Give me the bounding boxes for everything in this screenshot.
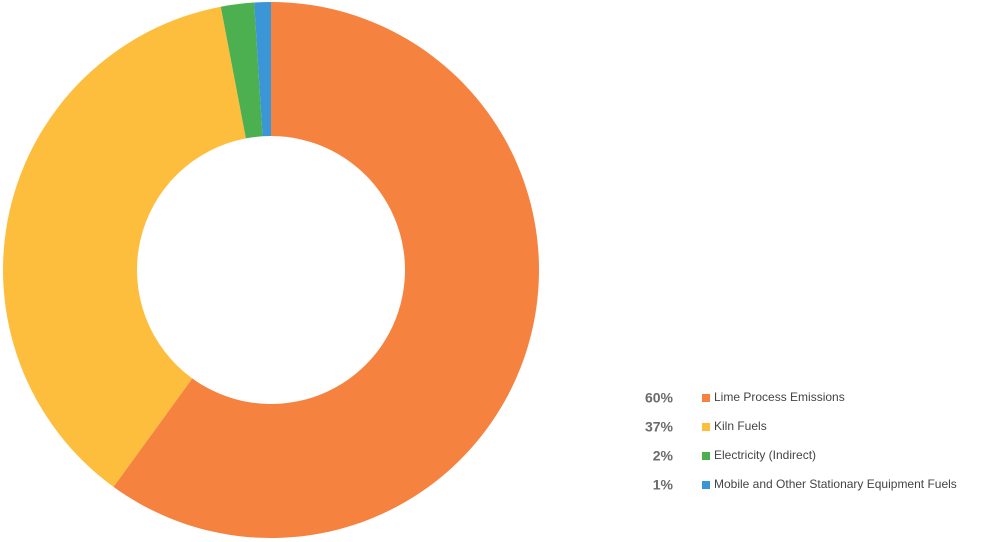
legend-label: Mobile and Other Stationary Equipment Fu… [714, 477, 957, 491]
value-label: 2% [653, 448, 674, 464]
legend-swatch [702, 394, 710, 402]
donut-slice [254, 2, 271, 137]
donut-slice [220, 2, 263, 139]
legend-swatch [702, 481, 710, 489]
value-label: 1% [653, 477, 674, 493]
legend-label: Electricity (Indirect) [714, 448, 816, 462]
donut-slice [2, 6, 246, 487]
legend-swatch [702, 423, 710, 431]
legend-label: Lime Process Emissions [714, 390, 845, 404]
legend-label: Kiln Fuels [714, 419, 767, 433]
legend-swatch [702, 452, 710, 460]
value-label: 37% [645, 419, 674, 435]
value-label: 60% [645, 390, 674, 406]
donut-slice [113, 2, 540, 539]
